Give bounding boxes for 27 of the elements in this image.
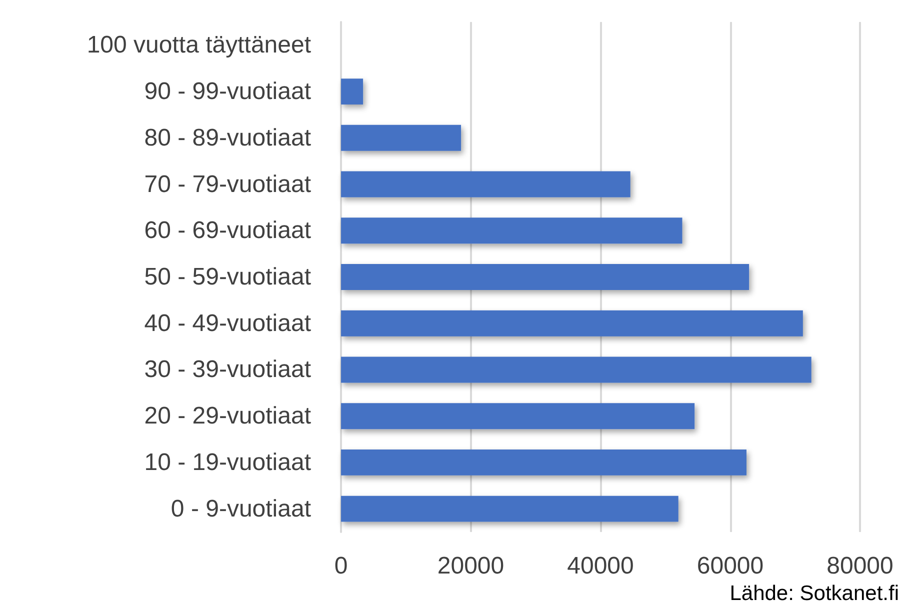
bar — [341, 496, 678, 522]
y-tick-label: 100 vuotta täyttäneet — [86, 32, 312, 59]
x-tick-label: 80000 — [826, 552, 894, 580]
x-tick-label: 40000 — [567, 552, 634, 580]
y-tick-label: 90 - 99-vuotiaat — [144, 78, 312, 106]
bar — [341, 78, 364, 105]
y-tick-label: 80 - 89-vuotiaat — [144, 124, 312, 152]
x-tick-label: 60000 — [696, 552, 764, 580]
bar — [341, 449, 746, 476]
x-tick-label: 20000 — [437, 552, 504, 580]
bar — [341, 356, 812, 383]
bar — [341, 264, 750, 290]
y-tick-label: 60 - 69-vuotiaat — [144, 217, 312, 244]
bar — [341, 124, 462, 151]
y-tick-label: 10 - 19-vuotiaat — [144, 448, 312, 476]
bar — [341, 218, 682, 244]
bar — [341, 403, 695, 430]
bar — [341, 171, 630, 198]
y-tick-label: 30 - 39-vuotiaat — [144, 356, 312, 384]
y-tick-label: 40 - 49-vuotiaat — [144, 310, 312, 337]
y-tick-label: 0 - 9-vuotiaat — [170, 495, 312, 522]
y-tick-label: 70 - 79-vuotiaat — [144, 170, 312, 198]
text: Lähde: Sotkanet.fi — [730, 582, 900, 605]
y-tick-label: 50 - 59-vuotiaat — [144, 264, 312, 290]
x-tick-label: 0 — [334, 552, 348, 580]
y-tick-label: 20 - 29-vuotiaat — [144, 402, 312, 430]
bar — [341, 310, 803, 336]
